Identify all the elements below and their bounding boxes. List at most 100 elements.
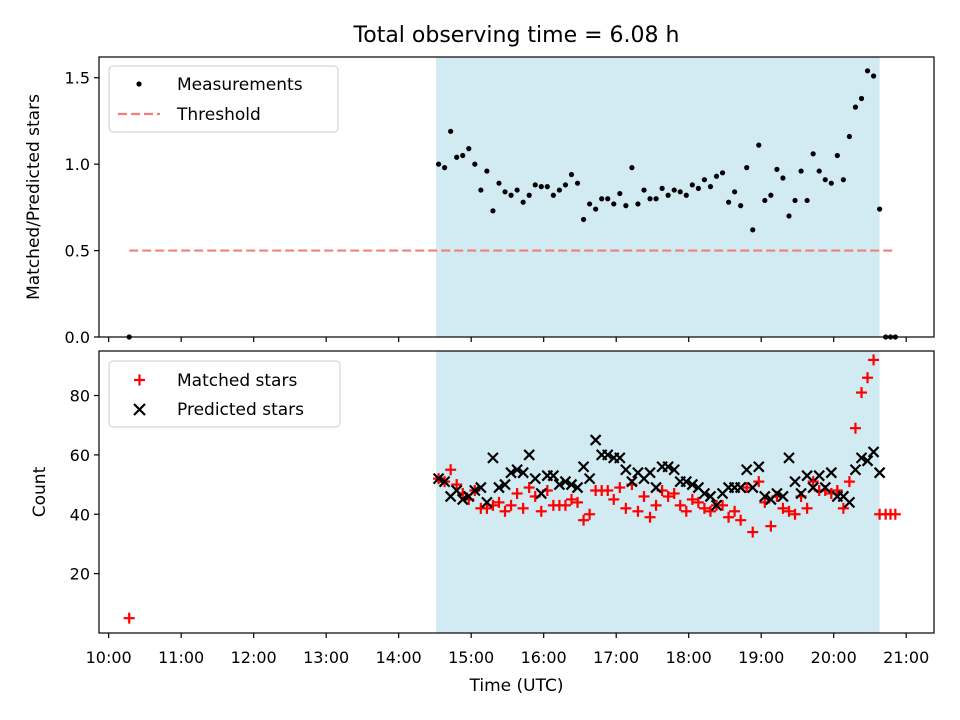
matched-star-point [451, 479, 463, 491]
measurement-point [635, 201, 641, 207]
measurement-point [599, 196, 605, 202]
predicted-star-point [801, 469, 813, 482]
measurement-point [472, 161, 478, 167]
measurement-point [520, 199, 526, 205]
measurement-point [822, 177, 828, 183]
measurement-point [526, 192, 532, 198]
measurement-point [744, 165, 750, 171]
matched-star-point [650, 499, 662, 511]
measurement-point [683, 192, 689, 198]
measurement-point [653, 196, 659, 202]
measurement-point [828, 180, 834, 186]
y-tick-label: 20 [70, 565, 90, 584]
measurement-point [659, 185, 665, 191]
matched-star-point [535, 505, 547, 517]
measurement-point [756, 142, 762, 148]
matched-star-point [868, 354, 880, 366]
x-tick-label: 21:00 [883, 648, 929, 667]
predicted-star-point [469, 484, 481, 497]
matched-star-point [602, 485, 614, 497]
bottom-y-ticks: 20 40 60 80 [70, 387, 99, 584]
measurement-point [484, 168, 490, 174]
matched-star-point [584, 508, 596, 520]
matched-star-point [680, 505, 692, 517]
measurement-point [623, 203, 629, 209]
predicted-star-point [589, 434, 602, 446]
x-tick-label: 13:00 [303, 648, 349, 667]
predicted-star-point [505, 466, 517, 479]
measurement-point [641, 187, 647, 193]
matched-star-point [523, 482, 535, 494]
predicted-star-point [620, 463, 632, 476]
measurement-point [448, 128, 454, 134]
matched-star-point [741, 482, 753, 494]
matched-star-point [481, 502, 493, 514]
bottom-y-axis-label: Count [30, 466, 50, 517]
predicted-star-point [795, 487, 807, 500]
measurement-point [496, 180, 502, 186]
x-tick-label: 17:00 [593, 648, 639, 667]
measurement-point [707, 184, 714, 190]
measurement-point [810, 151, 816, 157]
measurement-point [689, 182, 695, 188]
y-tick-label: 0.0 [65, 328, 90, 347]
measurement-point [762, 197, 768, 204]
matched-star-point [831, 485, 843, 497]
predicted-star-point [746, 481, 759, 494]
matched-star-point [572, 496, 584, 508]
predicted-star-point [867, 446, 880, 458]
measurements-legend-label: Measurements [177, 75, 303, 95]
predicted-star-point [789, 475, 801, 488]
measurement-point [442, 165, 448, 171]
y-tick-label: 60 [70, 446, 90, 465]
predicted-star-point [662, 460, 674, 473]
matched-star-point [632, 505, 644, 517]
matched-star-point [729, 505, 741, 517]
predicted-star-point [650, 481, 662, 494]
measurement-point [454, 154, 460, 160]
measurement-point [435, 161, 442, 167]
measurement-point [580, 216, 587, 223]
matched-star-point [638, 490, 650, 502]
measurement-point [611, 201, 617, 207]
predicted-star-point [771, 487, 783, 500]
matched-star-point [807, 476, 819, 488]
top-axes-frame [98, 56, 935, 338]
x-tick-label: 12:00 [231, 648, 277, 667]
predicted-star-point [553, 478, 566, 491]
top-y-axis-label: Matched/Predicted stars [24, 94, 44, 300]
measurement-point [460, 152, 466, 159]
predicted-star-point [849, 463, 862, 476]
matched-star-point [505, 499, 517, 511]
predicted-star-point [734, 481, 747, 494]
matched-star-point [735, 514, 747, 526]
matched-star-point [753, 476, 765, 488]
predicted-star-point [487, 452, 499, 464]
predicted-star-point [511, 463, 523, 476]
predicted-star-point [668, 463, 680, 476]
measurement-point [852, 104, 859, 110]
measurement-point [605, 196, 611, 202]
measurement-point [568, 171, 575, 178]
predicted-star-point [535, 487, 548, 500]
predicted-star-point [571, 481, 584, 494]
x-tick-label: 15:00 [448, 648, 494, 667]
measurement-point [750, 227, 756, 233]
y-tick-label: 80 [70, 387, 90, 406]
matched-star-point [704, 505, 716, 517]
bottom-highlight-span [436, 351, 880, 633]
measurement-point [502, 189, 508, 195]
predicted-star-point [825, 466, 838, 479]
matched-star-point [499, 505, 511, 517]
matched-star-point [789, 508, 801, 520]
y-tick-label: 1.5 [65, 69, 90, 88]
top-y-ticks: 0.0 0.5 1.0 1.5 [65, 69, 99, 347]
predicted-star-point [583, 472, 596, 485]
measurement-point [719, 170, 726, 176]
measurement-point [532, 182, 538, 188]
bottom-legend: Matched stars Predicted stars [108, 360, 341, 428]
measurement-point [478, 187, 484, 193]
top-x-ticks [108, 337, 907, 342]
measurement-point [514, 187, 520, 193]
